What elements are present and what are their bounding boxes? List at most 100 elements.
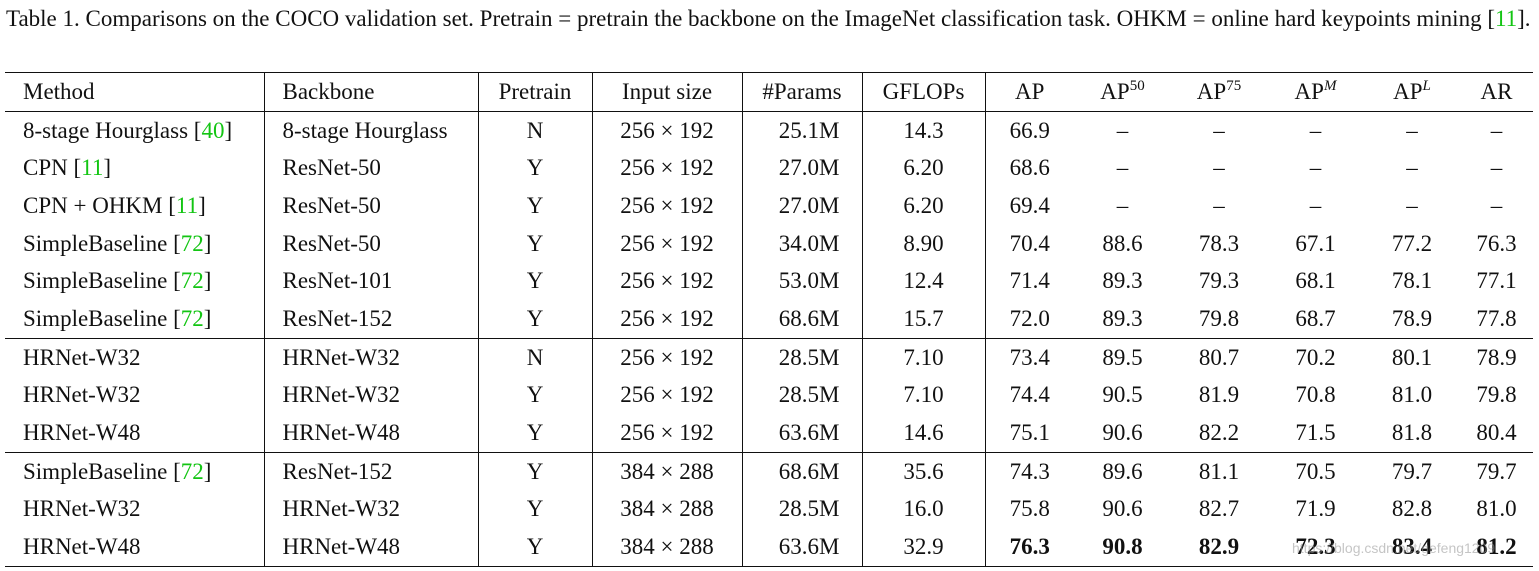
ap75-cell: 81.9 bbox=[1198, 382, 1240, 408]
table-body: 8-stage Hourglass [40] 8-stage Hourglass N… bbox=[5, 111, 1533, 567]
method-cell: HRNet-W32 bbox=[5, 376, 265, 415]
method-name: CPN bbox=[23, 155, 68, 181]
params-cell: 27.0M bbox=[742, 187, 863, 225]
apm-cell: – bbox=[1309, 155, 1322, 181]
citation-bracket: ] bbox=[203, 305, 212, 331]
header-apl-base: AP bbox=[1393, 78, 1423, 104]
results-table: Method Backbone Pretrain Input size #Par… bbox=[5, 72, 1533, 567]
apl-cell: – bbox=[1406, 117, 1418, 143]
pretrain-cell: N bbox=[478, 111, 593, 150]
input-size-cell: 256 × 192 bbox=[592, 149, 743, 188]
table-row: SimpleBaseline [72] ResNet-50 Y 256 × 192 34… bbox=[5, 224, 1533, 263]
method-name: CPN + OHKM bbox=[23, 192, 163, 218]
citation-link[interactable]: 11 bbox=[81, 155, 104, 181]
caption-lead: Table 1. Comparisons on the COCO validat… bbox=[6, 6, 1495, 31]
ar-cell: 78.9 bbox=[1476, 344, 1517, 370]
citation-bracket: ] bbox=[203, 230, 212, 256]
gflops-cell: 6.20 bbox=[862, 187, 986, 225]
method-name: HRNet-W32 bbox=[23, 496, 141, 522]
input-size-cell: 384 × 288 bbox=[592, 528, 743, 567]
apl-cell: 81.8 bbox=[1391, 420, 1433, 446]
method-name: SimpleBaseline bbox=[23, 458, 168, 484]
method-name: HRNet-W48 bbox=[23, 420, 141, 446]
ar-cell: – bbox=[1490, 117, 1503, 143]
method-name: SimpleBaseline bbox=[23, 305, 168, 331]
apl-cell: 80.1 bbox=[1391, 344, 1433, 370]
backbone-cell: HRNet-W32 bbox=[264, 376, 479, 415]
apm-cell: 71.9 bbox=[1295, 496, 1336, 522]
method-name: HRNet-W32 bbox=[23, 344, 141, 370]
apm-cell: 71.5 bbox=[1295, 420, 1336, 446]
ap-cell: 75.8 bbox=[1009, 496, 1050, 522]
ar-cell: 77.8 bbox=[1476, 305, 1517, 331]
apl-cell: 78.1 bbox=[1391, 268, 1433, 294]
backbone-cell: HRNet-W48 bbox=[264, 414, 479, 453]
input-size-cell: 384 × 288 bbox=[592, 490, 743, 529]
pretrain-cell: Y bbox=[478, 528, 593, 567]
apm-cell: – bbox=[1309, 117, 1322, 143]
params-cell: 68.6M bbox=[742, 452, 863, 491]
method-name: HRNet-W32 bbox=[23, 382, 141, 408]
pretrain-cell: Y bbox=[478, 300, 593, 339]
ap-cell: 70.4 bbox=[1009, 230, 1050, 256]
header-ap50-sup: 50 bbox=[1129, 77, 1145, 94]
ap75-cell: – bbox=[1213, 155, 1225, 181]
apl-cell: 78.9 bbox=[1391, 305, 1433, 331]
citation-link[interactable]: 72 bbox=[180, 268, 204, 294]
table-row: CPN + OHKM [11] ResNet-50 Y 256 × 192 27.0M 6… bbox=[5, 187, 1533, 225]
ap75-cell: 82.9 bbox=[1198, 534, 1240, 560]
ap50-cell: – bbox=[1116, 192, 1129, 218]
ap75-cell: – bbox=[1213, 192, 1225, 218]
apm-cell: 72.3 bbox=[1295, 534, 1336, 560]
method-name: 8-stage Hourglass bbox=[23, 117, 189, 143]
method-cell: SimpleBaseline [72] bbox=[5, 224, 265, 263]
ap75-cell: 81.1 bbox=[1198, 458, 1240, 484]
method-cell: HRNet-W48 bbox=[5, 528, 265, 567]
apm-cell: 70.2 bbox=[1295, 344, 1336, 370]
input-size-cell: 256 × 192 bbox=[592, 414, 743, 453]
params-cell: 53.0M bbox=[742, 262, 863, 301]
table-caption: Table 1. Comparisons on the COCO validat… bbox=[6, 4, 1531, 33]
citation-bracket: [ bbox=[162, 192, 176, 218]
gflops-cell: 12.4 bbox=[862, 262, 986, 301]
table-row: HRNet-W48 HRNet-W48 Y 384 × 288 63.6M 32.9 76.… bbox=[5, 528, 1533, 567]
method-name: SimpleBaseline bbox=[23, 268, 168, 294]
apl-cell: – bbox=[1406, 192, 1418, 218]
pretrain-cell: Y bbox=[478, 262, 593, 301]
ar-cell: 79.7 bbox=[1476, 458, 1517, 484]
gflops-cell: 16.0 bbox=[862, 490, 986, 529]
ap-cell: 74.4 bbox=[1009, 382, 1050, 408]
citation-bracket: [ bbox=[167, 458, 181, 484]
header-apl: APL bbox=[1364, 73, 1460, 112]
citation-link[interactable]: 72 bbox=[180, 305, 204, 331]
pretrain-cell: Y bbox=[478, 414, 593, 453]
ar-cell: 81.2 bbox=[1476, 534, 1517, 560]
citation-bracket: [ bbox=[167, 305, 181, 331]
header-pretrain: Pretrain bbox=[478, 72, 593, 112]
caption-citation[interactable]: 11 bbox=[1494, 6, 1518, 31]
input-size-cell: 256 × 192 bbox=[592, 187, 743, 225]
ap50-cell: 88.6 bbox=[1102, 230, 1143, 256]
table-row: SimpleBaseline [72] ResNet-101 Y 256 × 192 5… bbox=[5, 262, 1533, 301]
citation-link[interactable]: 40 bbox=[201, 117, 225, 143]
gflops-cell: 6.20 bbox=[862, 149, 986, 188]
watermark: https://blog.csdn.net/gefeng1209 bbox=[1292, 540, 1496, 556]
header-apm-sup: M bbox=[1323, 77, 1337, 94]
params-cell: 25.1M bbox=[742, 111, 863, 150]
ap75-cell: – bbox=[1213, 117, 1225, 143]
header-row: Method Backbone Pretrain Input size #Par… bbox=[5, 72, 1533, 112]
ap75-cell: 78.3 bbox=[1198, 230, 1240, 256]
apm-cell: 70.5 bbox=[1295, 458, 1336, 484]
ap-cell: 66.9 bbox=[1009, 117, 1050, 143]
backbone-cell: HRNet-W48 bbox=[264, 528, 479, 567]
header-params: #Params bbox=[742, 72, 863, 112]
citation-link[interactable]: 11 bbox=[175, 192, 199, 218]
pretrain-cell: Y bbox=[478, 224, 593, 263]
citation-link[interactable]: 72 bbox=[180, 458, 204, 484]
citation-bracket: ] bbox=[203, 458, 212, 484]
citation-link[interactable]: 72 bbox=[180, 230, 204, 256]
ap50-cell: – bbox=[1116, 155, 1129, 181]
citation-bracket: [ bbox=[167, 268, 181, 294]
ap-cell: 75.1 bbox=[1009, 420, 1050, 446]
ap50-cell: 89.6 bbox=[1102, 458, 1143, 484]
